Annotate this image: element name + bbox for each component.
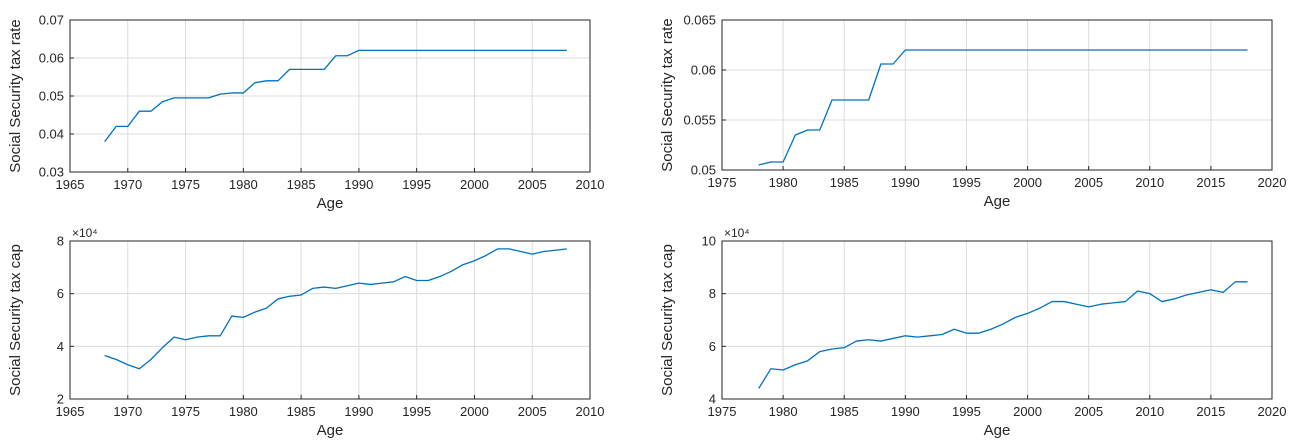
x-tick-label: 2000: [1013, 404, 1042, 419]
x-tick-label: 1985: [830, 404, 859, 419]
series-line: [104, 248, 567, 370]
y-tick-label: 6: [709, 339, 716, 354]
series-line: [758, 49, 1248, 166]
y-tick-label: 0.06: [39, 51, 64, 66]
x-tick-label: 1990: [344, 177, 373, 192]
chart-panel-top-left: 1965 1970 1975 1980 1985 1990 1995 2000 2005 2010…: [7, 13, 605, 213]
x-tick-label: 1980: [229, 404, 258, 419]
x-tick-label: 1995: [402, 404, 431, 419]
series-line: [104, 49, 567, 142]
x-tick-label: 1985: [830, 175, 859, 190]
x-tick-label: 2005: [1074, 404, 1103, 419]
x-tick-label: 2010: [1135, 404, 1164, 419]
x-tick-label: 1965: [56, 177, 85, 192]
axes-box: [721, 240, 1273, 400]
y-axis-label: Social Security tax cap: [659, 244, 676, 396]
y-tick-label: 0.05: [39, 89, 64, 104]
y-exponent-label: ×10⁴: [724, 226, 750, 240]
x-tick-label: 1995: [952, 175, 981, 190]
x-tick-label: 1995: [402, 177, 431, 192]
x-tick-label: 1975: [171, 177, 200, 192]
y-axis-label: Social Security tax rate: [7, 19, 24, 172]
y-tick-label: 4: [57, 339, 64, 354]
x-tick-label: 1975: [708, 404, 737, 419]
x-tick-label: 2005: [1074, 175, 1103, 190]
x-tick-label: 1980: [769, 175, 798, 190]
x-tick-label: 2000: [1013, 175, 1042, 190]
y-tick-label: 4: [709, 392, 716, 407]
x-tick-label: 2010: [576, 404, 605, 419]
x-tick-label: 1995: [952, 404, 981, 419]
y-tick-label: 0.055: [683, 113, 716, 128]
x-tick-label: 2020: [1258, 404, 1287, 419]
y-tick-label: 8: [709, 286, 716, 301]
y-tick-label: 0.04: [39, 127, 64, 142]
x-tick-label: 2000: [460, 177, 489, 192]
y-tick-label: 8: [57, 234, 64, 249]
x-tick-label: 1985: [287, 177, 316, 192]
y-tick-label: 10: [702, 234, 716, 249]
chart-panel-top-right: 1975 1980 1985 1990 1995 2000 2005 2010 2015 2020…: [659, 13, 1287, 211]
x-tick-label: 2020: [1258, 175, 1287, 190]
x-tick-label: 1990: [891, 404, 920, 419]
chart-panel-bottom-left: 1965 1970 1975 1980 1985 1990 1995 2000 2005 2010…: [7, 226, 605, 439]
y-axis-label: Social Security tax cap: [7, 244, 24, 396]
x-tick-label: 1975: [708, 175, 737, 190]
x-axis-label: Age: [317, 195, 344, 212]
x-tick-label: 2015: [1196, 175, 1225, 190]
x-tick-label: 2015: [1196, 404, 1225, 419]
x-tick-label: 1970: [113, 404, 142, 419]
x-tick-label: 1985: [287, 404, 316, 419]
y-tick-label: 0.05: [691, 163, 716, 178]
y-tick-label: 0.03: [39, 165, 64, 180]
y-exponent-label: ×10⁴: [72, 226, 98, 240]
axes-box: [69, 240, 591, 400]
x-axis-label: Age: [984, 422, 1011, 439]
y-tick-label: 0.065: [683, 13, 716, 28]
x-tick-label: 2005: [518, 177, 547, 192]
x-tick-label: 1975: [171, 404, 200, 419]
y-tick-label: 6: [57, 286, 64, 301]
x-axis-label: Age: [317, 422, 344, 439]
x-tick-label: 1990: [344, 404, 373, 419]
x-tick-label: 2010: [1135, 175, 1164, 190]
x-tick-label: 2000: [460, 404, 489, 419]
x-tick-label: 1990: [891, 175, 920, 190]
x-tick-label: 1965: [56, 404, 85, 419]
x-tick-label: 2005: [518, 404, 547, 419]
chart-panel-bottom-right: 1975 1980 1985 1990 1995 2000 2005 2010 2015 2020…: [659, 226, 1287, 439]
y-axis-label: Social Security tax rate: [659, 18, 676, 171]
x-tick-label: 1970: [113, 177, 142, 192]
x-tick-label: 1980: [229, 177, 258, 192]
x-tick-label: 2010: [576, 177, 605, 192]
y-tick-label: 0.06: [691, 63, 716, 78]
x-tick-label: 1980: [769, 404, 798, 419]
y-tick-label: 2: [57, 392, 64, 407]
x-axis-label: Age: [984, 193, 1011, 210]
series-line: [758, 281, 1248, 389]
y-tick-label: 0.07: [39, 13, 64, 28]
axes-box: [721, 19, 1273, 171]
